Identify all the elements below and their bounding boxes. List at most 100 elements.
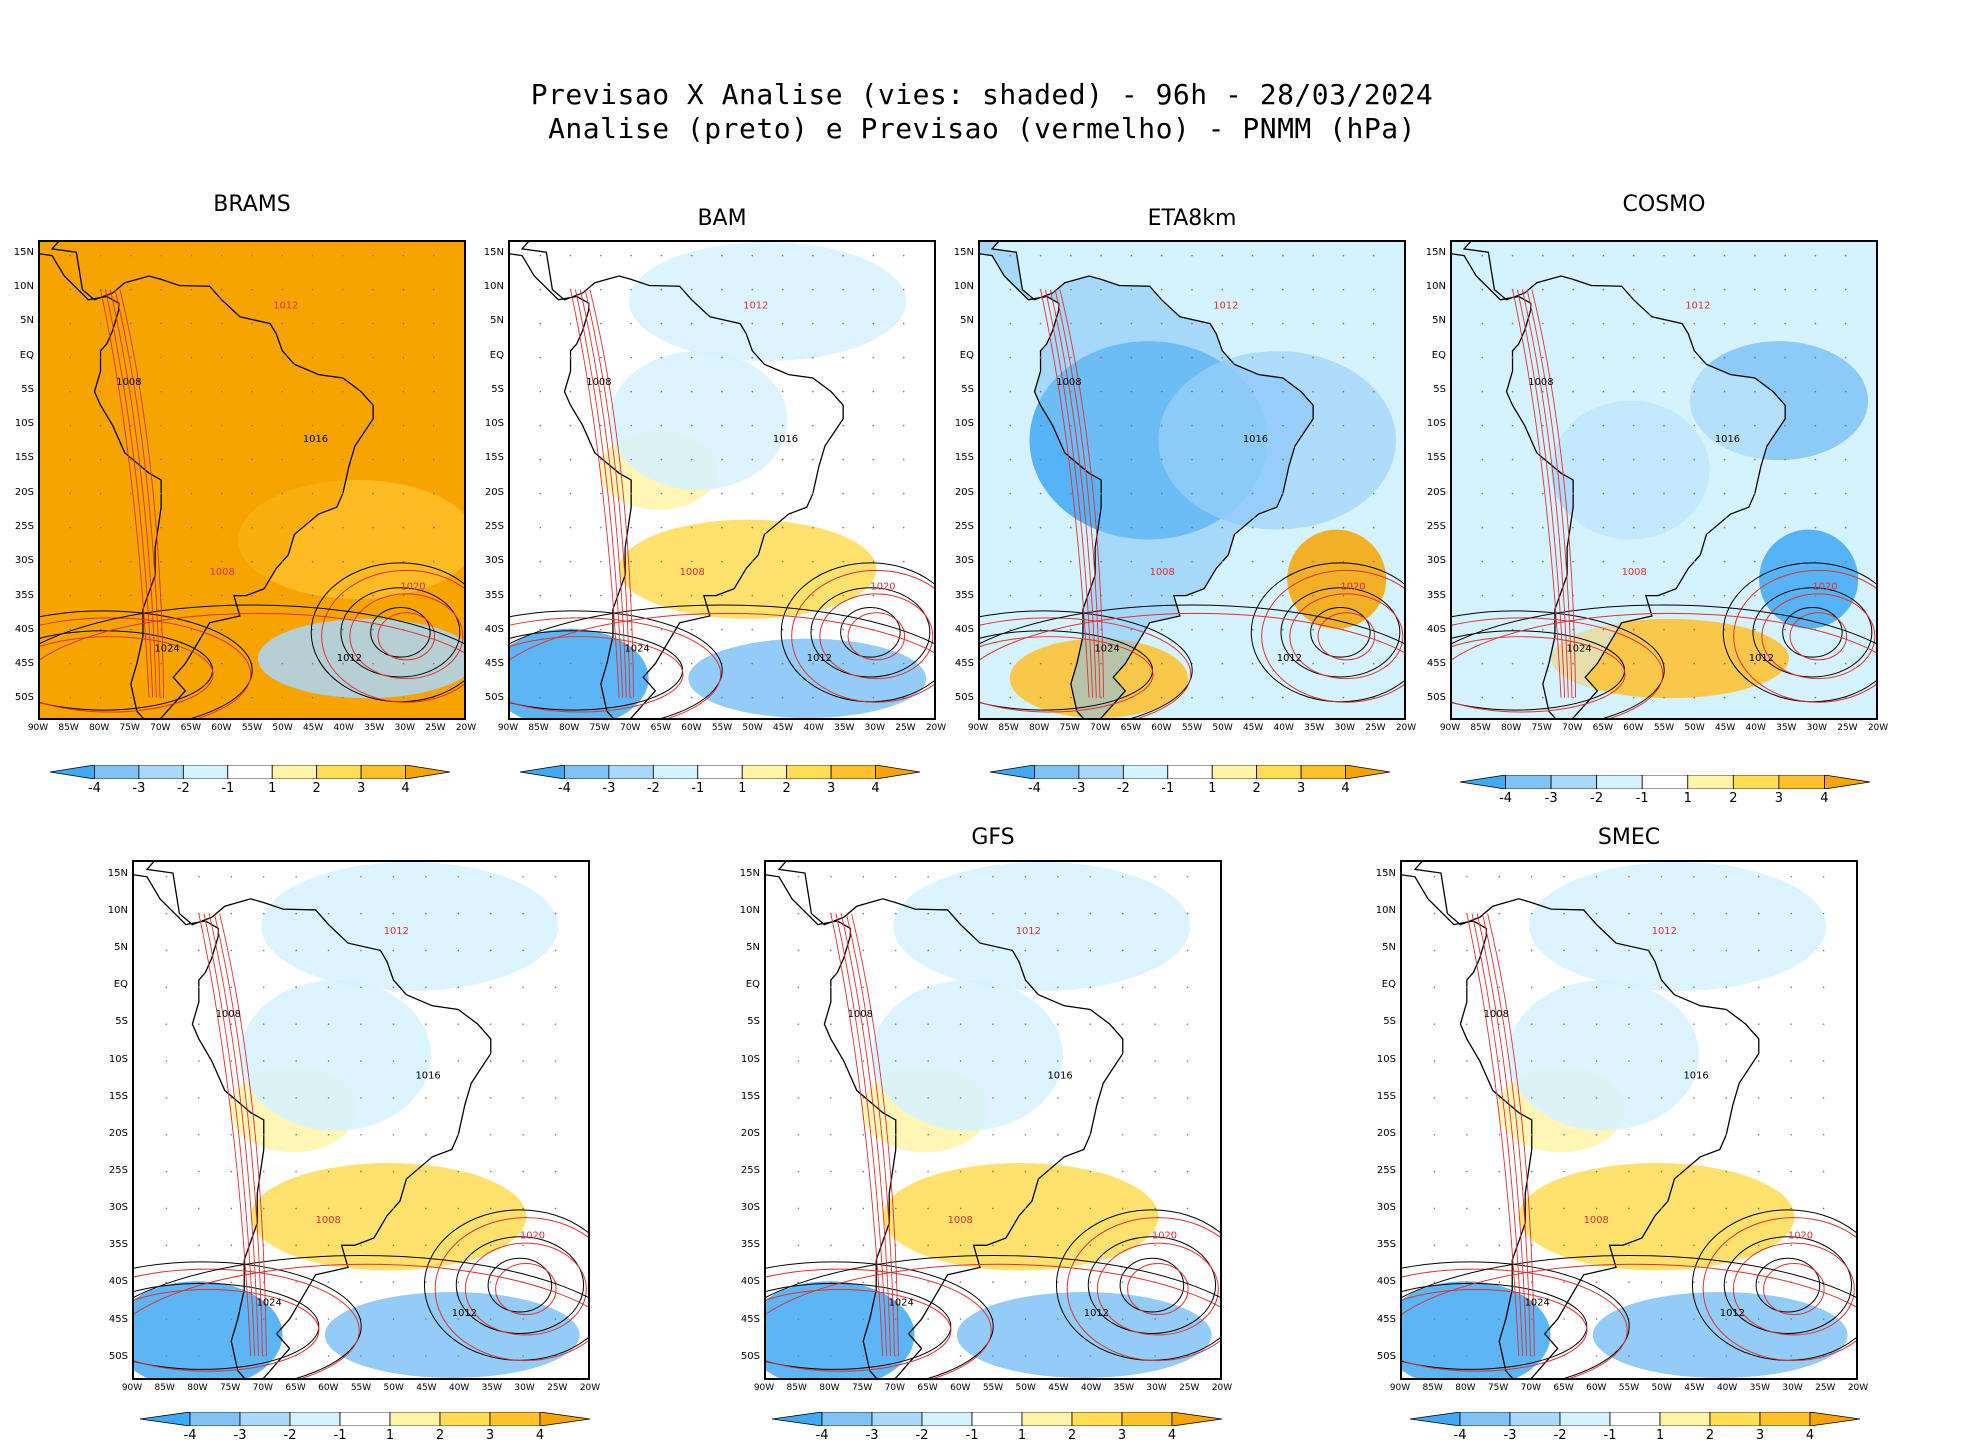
grid-dot xyxy=(489,949,492,952)
grid-dot xyxy=(1372,322,1375,325)
grid-dot xyxy=(425,1023,427,1025)
grid-dot xyxy=(1154,1355,1156,1357)
isobar-label: 1024 xyxy=(889,1298,914,1309)
grid-dot xyxy=(251,458,253,461)
grid-dot xyxy=(251,492,253,495)
lat-label: 15S xyxy=(740,1090,760,1102)
grid-dot xyxy=(1009,696,1012,699)
colorbar-label: -2 xyxy=(1590,791,1604,806)
grid-dot xyxy=(1089,1097,1092,1099)
grid-dot xyxy=(1186,1170,1189,1173)
lat-label: 25S xyxy=(954,521,974,532)
grid-dot xyxy=(1186,1133,1189,1136)
grid-dot xyxy=(69,492,72,495)
grid-dot xyxy=(1024,1244,1027,1247)
grid-dot xyxy=(392,1281,395,1283)
isobar-forecast xyxy=(208,913,259,1356)
lon-label: 20W xyxy=(579,1383,601,1393)
grid-dot xyxy=(392,1355,395,1357)
lon-label: 30W xyxy=(1334,723,1356,733)
lon-label: 75W xyxy=(1059,723,1080,733)
grid-dot xyxy=(1822,912,1825,915)
grid-dot xyxy=(522,1133,524,1136)
lat-label: 40S xyxy=(740,1276,760,1288)
grid-dot xyxy=(1186,986,1189,989)
grid-dot xyxy=(600,424,602,427)
continent-outline xyxy=(134,862,492,1378)
grid-dot xyxy=(1542,662,1544,665)
grid-dot xyxy=(99,662,102,665)
grid-dot xyxy=(1057,1060,1059,1062)
grid-dot xyxy=(1498,1170,1501,1173)
isobar-label: 1024 xyxy=(257,1298,282,1309)
grid-dot xyxy=(1100,356,1102,359)
colorbar-segment xyxy=(1596,775,1643,789)
colorbar-segment xyxy=(316,765,362,779)
grid-dot xyxy=(1602,424,1605,427)
grid-dot xyxy=(522,1023,524,1025)
grid-dot xyxy=(1572,662,1574,665)
grid-dot xyxy=(1822,986,1825,989)
grid-dot xyxy=(1100,526,1102,529)
grid-dot xyxy=(1844,288,1847,291)
grid-dot xyxy=(1089,1060,1092,1062)
grid-dot xyxy=(130,696,132,699)
isobar-label: 1016 xyxy=(1715,434,1740,445)
lon-label: 50W xyxy=(1684,723,1705,733)
grid-dot xyxy=(489,912,492,915)
colorbar-segment xyxy=(1256,765,1302,779)
isobar-label: 1008 xyxy=(1584,1215,1609,1226)
grid-dot xyxy=(1628,1060,1630,1062)
colorbar-segment xyxy=(1460,775,1506,789)
lat-label: 45S xyxy=(14,658,34,670)
isobar-analysis xyxy=(455,1236,585,1334)
grid-dot xyxy=(1130,594,1133,597)
grid-dot xyxy=(1466,1133,1468,1136)
map-frame: 1008 1012 1016 1020 1024 1008 1012 xyxy=(1400,860,1858,1380)
grid-dot xyxy=(198,986,200,989)
grid-dot xyxy=(230,1281,233,1283)
grid-dot xyxy=(872,288,875,291)
isobar-forecast xyxy=(1054,289,1101,698)
lon-label: 20W xyxy=(925,723,947,733)
lon-label: 80W xyxy=(1028,723,1050,733)
grid-dot xyxy=(1039,662,1042,665)
grid-dot xyxy=(1191,458,1193,461)
grid-dot xyxy=(130,322,132,325)
grid-dot xyxy=(894,1281,897,1283)
grid-dot xyxy=(190,628,193,631)
lon-label: 35W xyxy=(364,723,385,733)
isobar-analysis xyxy=(1452,604,1876,645)
grid-dot xyxy=(1844,254,1847,257)
grid-dot xyxy=(751,390,754,393)
grid-dot xyxy=(220,288,223,291)
grid-dot xyxy=(781,424,784,427)
grid-dot xyxy=(1342,526,1345,529)
colorbar-label: 4 xyxy=(1820,791,1829,806)
grid-dot xyxy=(1511,390,1514,393)
bias-area xyxy=(250,1163,527,1271)
grid-dot xyxy=(842,628,844,631)
lat-label: 20S xyxy=(740,1127,760,1139)
grid-dot xyxy=(1024,949,1027,952)
grid-dot xyxy=(1563,1170,1565,1173)
panel-title: BRAMS xyxy=(213,192,291,217)
grid-dot xyxy=(812,390,814,393)
grid-dot xyxy=(1481,356,1484,359)
grid-dot xyxy=(1660,1244,1663,1247)
grid-dot xyxy=(660,288,663,291)
grid-dot xyxy=(797,1023,800,1025)
grid-dot xyxy=(894,986,897,989)
grid-dot xyxy=(1563,1281,1565,1283)
grid-dot xyxy=(830,1244,832,1247)
grid-dot xyxy=(569,356,572,359)
grid-dot xyxy=(797,1060,800,1062)
grid-dot xyxy=(1154,912,1156,915)
grid-dot xyxy=(1754,492,1756,495)
grid-dot xyxy=(1089,1133,1092,1136)
grid-dot xyxy=(1466,1281,1468,1283)
grid-dot xyxy=(1160,594,1163,597)
grid-dot xyxy=(1433,1318,1436,1320)
grid-dot xyxy=(1312,492,1314,495)
colorbar-segment xyxy=(1550,775,1598,789)
